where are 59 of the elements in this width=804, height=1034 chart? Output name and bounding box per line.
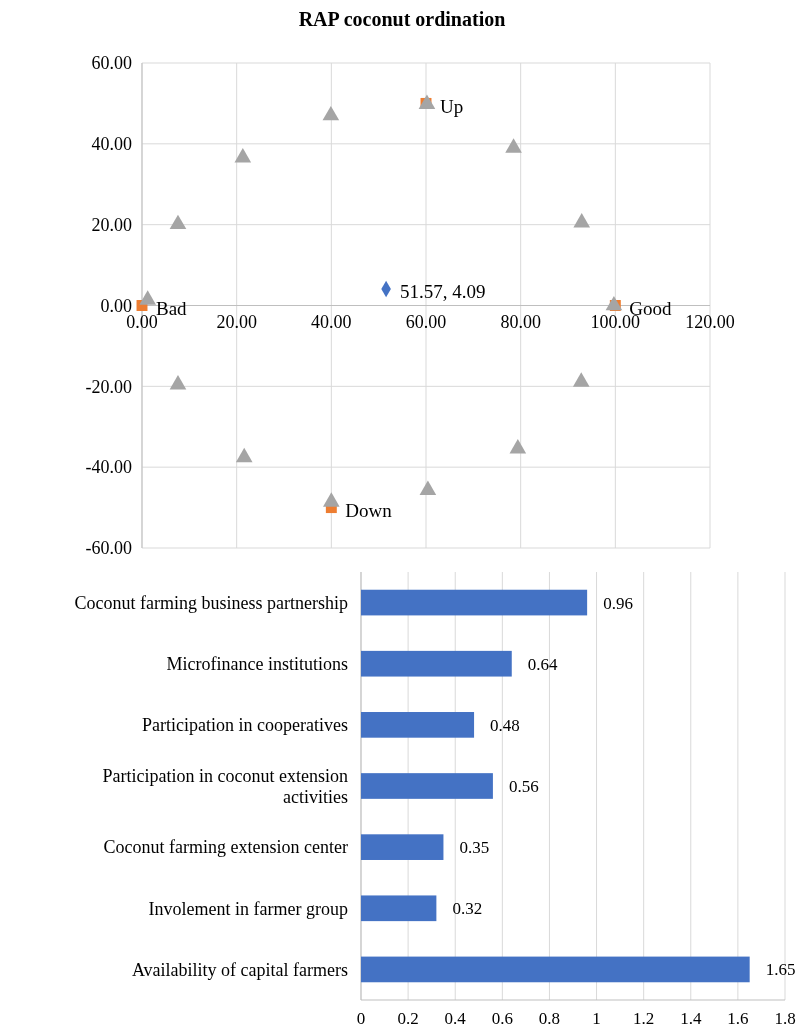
point: [419, 480, 437, 496]
y-tick-label: Involement in farmer group: [148, 898, 348, 919]
data-label: 0.96: [603, 593, 633, 613]
x-tick-label: 120.00: [685, 311, 735, 332]
data-label: 0.48: [490, 715, 520, 735]
data-label: Down: [345, 500, 393, 522]
data-label: 0.56: [508, 776, 539, 796]
x-tick-label: 1: [592, 1009, 601, 1028]
data-label: 1.65: [765, 960, 796, 980]
bar: [361, 773, 493, 799]
point: [605, 295, 623, 311]
x-tick-label: 0.4: [444, 1009, 467, 1028]
y-tick-label: 60.00: [91, 53, 132, 74]
point: [235, 447, 253, 463]
data-label: 0.32: [452, 899, 483, 919]
bar: [361, 712, 475, 738]
data-label: 51.57, 4.09: [400, 281, 486, 303]
y-tick-label: Availability of capital farmers: [131, 959, 348, 980]
point: [572, 372, 590, 387]
point: [322, 105, 340, 121]
x-tick-label: 0.8: [538, 1009, 561, 1028]
y-tick-label: -20.00: [85, 376, 132, 397]
point: [139, 290, 156, 305]
y-tick-label: Coconut farming extension center: [103, 837, 348, 858]
y-tick-label: -40.00: [85, 457, 132, 478]
point: [169, 214, 187, 230]
x-tick-label: 1.8: [774, 1009, 796, 1028]
point: [573, 213, 591, 228]
data-label: 0.35: [459, 838, 490, 858]
y-tick-label: Coconut farming business partnership: [74, 592, 348, 613]
point: [169, 375, 187, 390]
chart-title: RAP coconut ordination: [298, 8, 506, 30]
point: [234, 147, 252, 163]
x-tick-label: 0: [356, 1009, 366, 1028]
x-tick-label: 1.2: [633, 1009, 655, 1028]
x-tick-label: 80.00: [500, 311, 541, 332]
y-tick-label: -60.00: [85, 538, 132, 559]
bar: [361, 650, 512, 677]
y-tick-label: Participation in coconut extension activities: [102, 765, 348, 807]
point: [505, 138, 522, 153]
x-tick-label: 0.2: [397, 1009, 419, 1028]
y-tick-label: Participation in cooperatives: [142, 715, 348, 736]
bar: [361, 589, 588, 616]
y-tick-label: 20.00: [91, 214, 132, 235]
point: [323, 492, 340, 507]
x-tick-label: 60.00: [405, 311, 447, 332]
point: [509, 438, 527, 454]
data-label: Up: [440, 95, 464, 117]
data-label: 0.64: [527, 654, 559, 674]
x-tick-label: 0.6: [491, 1009, 513, 1028]
bar: [361, 956, 750, 983]
x-tick-label: 1.4: [680, 1009, 702, 1028]
bar: [361, 834, 444, 860]
bar: [361, 895, 437, 922]
y-tick-label: Microfinance institutions: [166, 654, 348, 675]
point: [418, 94, 436, 110]
data-label: Bad: [156, 298, 188, 319]
x-tick-label: 1.6: [727, 1009, 749, 1028]
y-tick-label: 40.00: [91, 134, 132, 155]
